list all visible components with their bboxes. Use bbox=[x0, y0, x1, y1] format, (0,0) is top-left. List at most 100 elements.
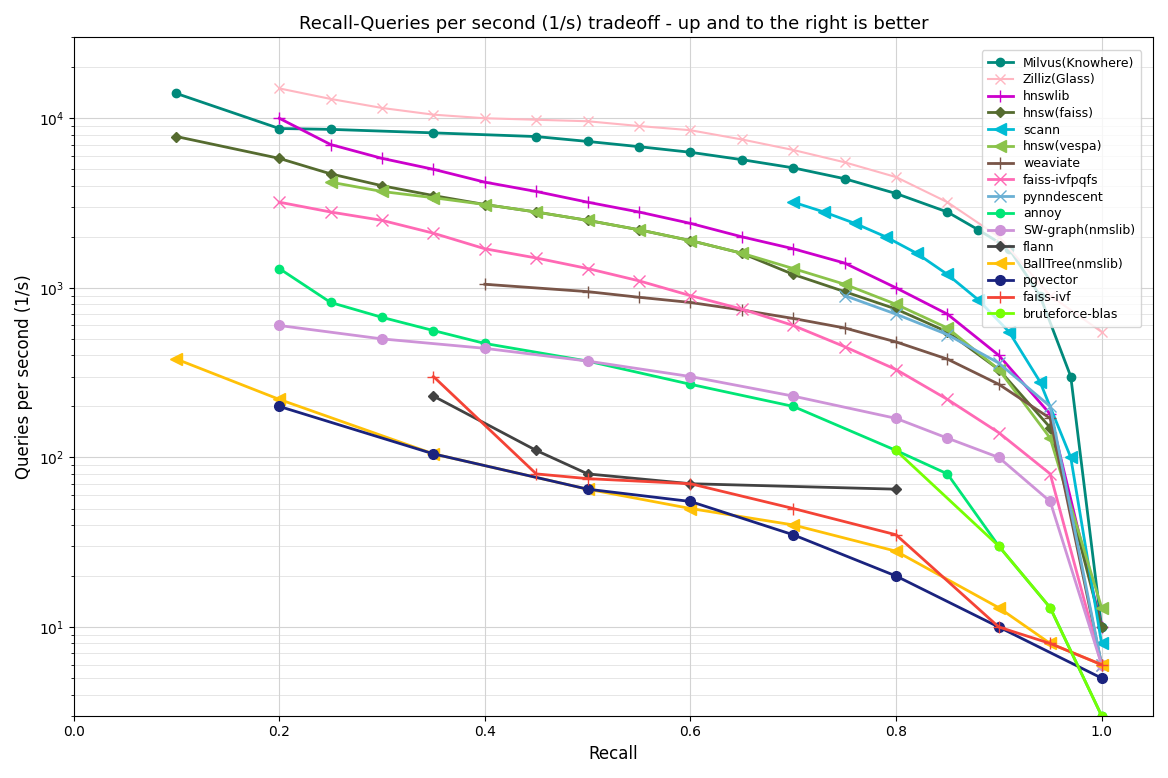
hnsw(faiss) bbox=[632, 225, 646, 234]
Zilliz(Glass) bbox=[426, 110, 440, 119]
weaviate bbox=[632, 293, 646, 302]
hnsw(faiss) bbox=[683, 236, 697, 245]
annoy bbox=[375, 313, 389, 322]
faiss-ivfpqfs bbox=[632, 276, 646, 286]
Milvus(Knowhere) bbox=[324, 124, 338, 134]
Line: hnsw(faiss): hnsw(faiss) bbox=[173, 133, 1105, 630]
X-axis label: Recall: Recall bbox=[589, 745, 638, 763]
hnsw(vespa) bbox=[375, 187, 389, 196]
hnswlib bbox=[837, 258, 851, 268]
hnsw(faiss) bbox=[992, 365, 1006, 374]
hnsw(vespa) bbox=[426, 193, 440, 202]
hnsw(faiss) bbox=[735, 248, 749, 258]
bruteforce-blas bbox=[889, 446, 903, 455]
weaviate bbox=[735, 305, 749, 314]
hnsw(vespa) bbox=[735, 248, 749, 258]
hnsw(faiss) bbox=[837, 287, 851, 296]
Milvus(Knowhere) bbox=[1002, 244, 1016, 254]
faiss-ivf bbox=[580, 474, 595, 483]
annoy bbox=[992, 541, 1006, 551]
hnswlib bbox=[324, 140, 338, 149]
SW-graph(nmslib) bbox=[786, 391, 800, 401]
Zilliz(Glass) bbox=[992, 232, 1006, 241]
pynndescent bbox=[992, 359, 1006, 368]
pgvector bbox=[992, 622, 1006, 632]
hnsw(faiss) bbox=[940, 328, 954, 337]
hnsw(vespa) bbox=[1043, 433, 1057, 443]
flann bbox=[426, 391, 440, 401]
Line: faiss-ivf: faiss-ivf bbox=[427, 370, 1108, 671]
hnswlib bbox=[889, 283, 903, 293]
hnsw(vespa) bbox=[529, 208, 543, 217]
BallTree(nmslib) bbox=[580, 485, 595, 494]
pgvector bbox=[683, 497, 697, 506]
scann bbox=[878, 232, 892, 241]
Zilliz(Glass) bbox=[889, 173, 903, 182]
hnsw(faiss) bbox=[426, 191, 440, 200]
scann bbox=[786, 198, 800, 207]
faiss-ivfpqfs bbox=[426, 229, 440, 238]
weaviate bbox=[992, 380, 1006, 389]
scann bbox=[1002, 328, 1016, 337]
faiss-ivfpqfs bbox=[375, 216, 389, 225]
Milvus(Knowhere) bbox=[683, 148, 697, 157]
hnsw(vespa) bbox=[992, 365, 1006, 374]
Milvus(Knowhere) bbox=[940, 208, 954, 217]
annoy bbox=[580, 356, 595, 366]
pgvector bbox=[889, 571, 903, 580]
faiss-ivf bbox=[426, 372, 440, 381]
weaviate bbox=[889, 337, 903, 346]
hnsw(faiss) bbox=[478, 200, 492, 209]
pynndescent bbox=[1043, 401, 1057, 411]
Line: pynndescent: pynndescent bbox=[839, 290, 1107, 670]
SW-graph(nmslib) bbox=[1094, 660, 1108, 669]
Milvus(Knowhere) bbox=[1033, 291, 1047, 300]
Zilliz(Glass) bbox=[837, 158, 851, 167]
faiss-ivf bbox=[683, 479, 697, 489]
hnsw(faiss) bbox=[169, 132, 183, 142]
Zilliz(Glass) bbox=[632, 121, 646, 131]
Line: annoy: annoy bbox=[274, 265, 1106, 720]
hnsw(faiss) bbox=[889, 304, 903, 314]
scann bbox=[972, 295, 986, 304]
Line: scann: scann bbox=[787, 196, 1108, 650]
annoy bbox=[940, 469, 954, 478]
Milvus(Knowhere) bbox=[580, 137, 595, 146]
BallTree(nmslib) bbox=[786, 520, 800, 530]
hnswlib bbox=[940, 310, 954, 319]
hnsw(faiss) bbox=[1043, 423, 1057, 433]
Title: Recall-Queries per second (1/s) tradeoff - up and to the right is better: Recall-Queries per second (1/s) tradeoff… bbox=[299, 15, 929, 33]
annoy bbox=[272, 264, 286, 273]
Line: SW-graph(nmslib): SW-graph(nmslib) bbox=[274, 321, 1106, 670]
Milvus(Knowhere) bbox=[1064, 372, 1078, 381]
hnswlib bbox=[786, 244, 800, 254]
Line: Zilliz(Glass): Zilliz(Glass) bbox=[274, 83, 1106, 337]
Line: weaviate: weaviate bbox=[479, 278, 1108, 671]
faiss-ivfpqfs bbox=[478, 244, 492, 254]
faiss-ivf bbox=[889, 530, 903, 539]
SW-graph(nmslib) bbox=[940, 433, 954, 443]
Zilliz(Glass) bbox=[683, 125, 697, 135]
bruteforce-blas bbox=[1043, 603, 1057, 612]
flann bbox=[889, 485, 903, 494]
pgvector bbox=[580, 485, 595, 494]
weaviate bbox=[580, 287, 595, 296]
annoy bbox=[1094, 711, 1108, 720]
Zilliz(Glass) bbox=[1094, 328, 1108, 337]
Zilliz(Glass) bbox=[1043, 291, 1057, 300]
faiss-ivfpqfs bbox=[580, 264, 595, 273]
faiss-ivf bbox=[1094, 660, 1108, 669]
BallTree(nmslib) bbox=[683, 504, 697, 513]
bruteforce-blas bbox=[992, 541, 1006, 551]
Milvus(Knowhere) bbox=[272, 124, 286, 133]
flann bbox=[683, 479, 697, 489]
hnswlib bbox=[683, 219, 697, 228]
scann bbox=[1033, 377, 1047, 387]
annoy bbox=[786, 401, 800, 411]
hnsw(faiss) bbox=[529, 208, 543, 217]
bruteforce-blas bbox=[1094, 711, 1108, 720]
Milvus(Knowhere) bbox=[529, 132, 543, 142]
Zilliz(Glass) bbox=[272, 84, 286, 93]
annoy bbox=[889, 446, 903, 455]
Line: pgvector: pgvector bbox=[274, 401, 1106, 683]
